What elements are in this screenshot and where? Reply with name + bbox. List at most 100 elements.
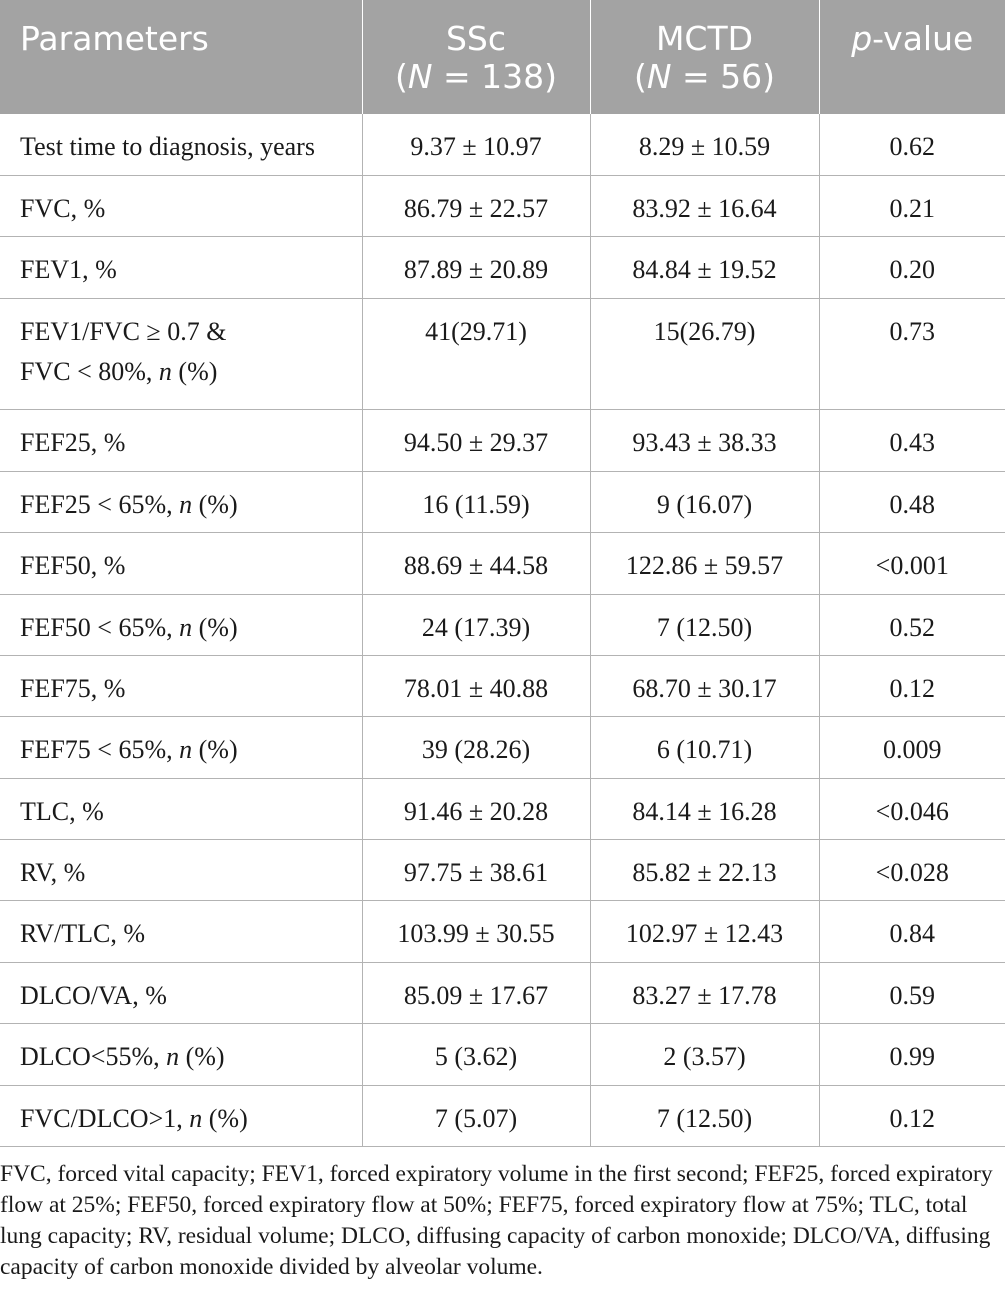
- cell-p-value: 0.43: [818, 409, 1005, 472]
- header-mctd-n-symbol: N: [646, 57, 672, 96]
- header-p-rest: -value: [872, 19, 974, 58]
- table-row: FEV1/FVC ≥ 0.7 & FVC < 80%, n (%) 41(29.…: [0, 298, 1005, 411]
- cell-parameter: FEV1, %: [0, 236, 362, 299]
- cell-ssc: 91.46 ± 20.28: [361, 778, 590, 841]
- cell-parameter-suffix: (%): [192, 735, 238, 765]
- cell-ssc: 97.75 ± 38.61: [361, 839, 590, 902]
- cell-mctd: 68.70 ± 30.17: [589, 655, 819, 718]
- header-ssc-n-open: (: [394, 57, 408, 96]
- cell-mctd: 122.86 ± 59.57: [589, 532, 819, 595]
- cell-parameter-line1: FEV1/FVC ≥ 0.7 &: [20, 316, 227, 346]
- cell-ssc: 5 (3.62): [361, 1023, 590, 1086]
- cell-parameter: FEV1/FVC ≥ 0.7 & FVC < 80%, n (%): [0, 298, 362, 411]
- cell-parameter: Test time to diagnosis, years: [0, 114, 362, 176]
- table-row: Test time to diagnosis, years 9.37 ± 10.…: [0, 114, 1005, 176]
- header-ssc: SSc (N = 138): [361, 0, 590, 114]
- cell-p-value: 0.99: [818, 1023, 1005, 1086]
- cell-parameter-suffix: (%): [192, 489, 238, 519]
- cell-ssc: 7 (5.07): [361, 1085, 590, 1148]
- cell-parameter-suffix: (%): [202, 1103, 248, 1133]
- cell-p-value: 0.12: [818, 655, 1005, 718]
- table-row: FVC/DLCO>1, n (%) 7 (5.07) 7 (12.50) 0.1…: [0, 1085, 1005, 1148]
- n-symbol: n: [179, 489, 193, 519]
- cell-p-value: 0.62: [818, 114, 1005, 176]
- cell-parameter-suffix: (%): [179, 1042, 225, 1072]
- cell-p-value: 0.73: [818, 298, 1005, 411]
- table-container: Parameters SSc (N = 138) MCTD (N = 56) p…: [0, 0, 1005, 1281]
- cell-p-value: <0.046: [818, 778, 1005, 841]
- header-p-symbol: p: [851, 19, 873, 58]
- table-body: Test time to diagnosis, years 9.37 ± 10.…: [0, 114, 1005, 1148]
- cell-ssc: 24 (17.39): [361, 594, 590, 656]
- cell-p-value: 0.84: [818, 900, 1005, 963]
- header-mctd: MCTD (N = 56): [589, 0, 819, 114]
- n-symbol: n: [179, 735, 193, 765]
- cell-mctd: 6 (10.71): [589, 716, 819, 779]
- table-row: FEF25 < 65%, n (%) 16 (11.59) 9 (16.07) …: [0, 471, 1005, 534]
- cell-mctd: 8.29 ± 10.59: [589, 114, 819, 176]
- header-ssc-title: SSc: [445, 19, 507, 58]
- cell-parameter: FEF50, %: [0, 532, 362, 595]
- table-row: DLCO/VA, % 85.09 ± 17.67 83.27 ± 17.78 0…: [0, 962, 1005, 1025]
- cell-p-value: 0.009: [818, 716, 1005, 779]
- cell-parameter-text: DLCO<55%,: [20, 1042, 167, 1072]
- table-row: FEF75 < 65%, n (%) 39 (28.26) 6 (10.71) …: [0, 716, 1005, 779]
- table-footnote: FVC, forced vital capacity; FEV1, forced…: [0, 1161, 993, 1281]
- cell-parameter: DLCO<55%, n (%): [0, 1023, 362, 1086]
- table-header: Parameters SSc (N = 138) MCTD (N = 56) p…: [0, 0, 1005, 114]
- cell-ssc: 86.79 ± 22.57: [361, 175, 590, 238]
- cell-parameter: FEF75, %: [0, 655, 362, 718]
- cell-parameter: DLCO/VA, %: [0, 962, 362, 1025]
- cell-p-value: 0.20: [818, 236, 1005, 299]
- cell-parameter: FVC/DLCO>1, n (%): [0, 1085, 362, 1148]
- table-row: TLC, % 91.46 ± 20.28 84.14 ± 16.28 <0.04…: [0, 778, 1005, 841]
- header-p-value: p-value: [818, 0, 1005, 114]
- cell-p-value: 0.12: [818, 1085, 1005, 1148]
- n-symbol: n: [189, 1103, 203, 1133]
- cell-p-value: <0.028: [818, 839, 1005, 902]
- cell-parameter: FEF50 < 65%, n (%): [0, 594, 362, 656]
- header-row: Parameters SSc (N = 138) MCTD (N = 56) p…: [0, 0, 1005, 114]
- cell-ssc: 87.89 ± 20.89: [361, 236, 590, 299]
- cell-ssc: 103.99 ± 30.55: [361, 900, 590, 963]
- cell-p-value: 0.21: [818, 175, 1005, 238]
- cell-mctd: 83.27 ± 17.78: [589, 962, 819, 1025]
- cell-mctd: 9 (16.07): [589, 471, 819, 534]
- cell-p-value: 0.52: [818, 594, 1005, 656]
- cell-ssc: 39 (28.26): [361, 716, 590, 779]
- cell-parameter: RV, %: [0, 839, 362, 902]
- cell-parameter: TLC, %: [0, 778, 362, 841]
- cell-parameter-text: FEF75 < 65%,: [20, 735, 180, 765]
- cell-mctd: 85.82 ± 22.13: [589, 839, 819, 902]
- cell-ssc: 88.69 ± 44.58: [361, 532, 590, 595]
- cell-parameter-text: FVC/DLCO>1,: [20, 1103, 190, 1133]
- cell-parameter: FEF75 < 65%, n (%): [0, 716, 362, 779]
- data-table: Parameters SSc (N = 138) MCTD (N = 56) p…: [0, 0, 1005, 1148]
- cell-mctd: 93.43 ± 38.33: [589, 409, 819, 472]
- cell-parameter-line2: FVC < 80%,: [20, 356, 159, 386]
- cell-mctd: 84.84 ± 19.52: [589, 236, 819, 299]
- header-ssc-n-symbol: N: [407, 57, 433, 96]
- table-row: RV/TLC, % 103.99 ± 30.55 102.97 ± 12.43 …: [0, 900, 1005, 963]
- cell-parameter-text: FEF50 < 65%,: [20, 612, 180, 642]
- cell-p-value: 0.59: [818, 962, 1005, 1025]
- cell-ssc: 16 (11.59): [361, 471, 590, 534]
- cell-parameter: RV/TLC, %: [0, 900, 362, 963]
- table-row: RV, % 97.75 ± 38.61 85.82 ± 22.13 <0.028: [0, 839, 1005, 902]
- header-mctd-title: MCTD: [655, 19, 754, 58]
- cell-mctd: 2 (3.57): [589, 1023, 819, 1086]
- cell-ssc: 41(29.71): [361, 298, 590, 411]
- table-row: FEF50, % 88.69 ± 44.58 122.86 ± 59.57 <0…: [0, 532, 1005, 595]
- cell-mctd: 102.97 ± 12.43: [589, 900, 819, 963]
- cell-ssc: 78.01 ± 40.88: [361, 655, 590, 718]
- cell-mctd: 15(26.79): [589, 298, 819, 411]
- table-row: FEV1, % 87.89 ± 20.89 84.84 ± 19.52 0.20: [0, 236, 1005, 299]
- table-row: FEF25, % 94.50 ± 29.37 93.43 ± 38.33 0.4…: [0, 409, 1005, 472]
- cell-parameter-suffix: (%): [171, 356, 218, 386]
- cell-parameter: FVC, %: [0, 175, 362, 238]
- cell-mctd: 84.14 ± 16.28: [589, 778, 819, 841]
- n-symbol: n: [158, 356, 172, 386]
- cell-mctd: 83.92 ± 16.64: [589, 175, 819, 238]
- cell-parameter-text: FEF25 < 65%,: [20, 489, 180, 519]
- cell-ssc: 85.09 ± 17.67: [361, 962, 590, 1025]
